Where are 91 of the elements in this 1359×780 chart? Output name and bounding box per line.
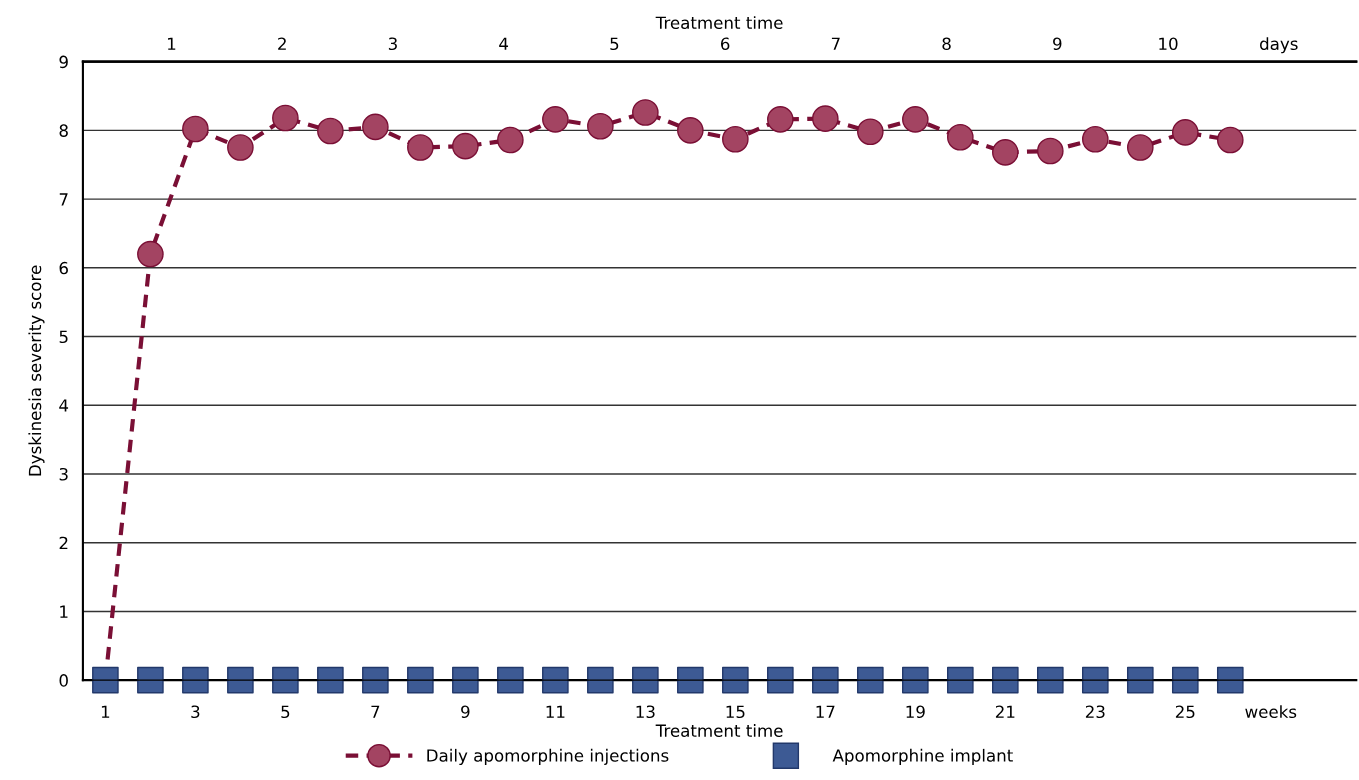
point: [1126, 134, 1154, 161]
x-tick-label: 15: [726, 705, 745, 719]
x2-tick-label: 10: [1159, 37, 1178, 51]
point: [722, 125, 749, 153]
x-tick-label: weeks: [1245, 705, 1297, 719]
point: [722, 666, 749, 694]
point: [992, 139, 1019, 166]
x-tick-label: 23: [1085, 705, 1105, 719]
x-tick-label: 7: [371, 705, 380, 718]
y-tick-label: 1: [60, 605, 68, 618]
x2-tick-label: 4: [499, 37, 509, 50]
point: [587, 666, 614, 694]
point: [542, 106, 569, 133]
point: [407, 134, 434, 161]
point: [497, 126, 524, 154]
point: [452, 132, 479, 160]
point: [632, 99, 659, 126]
point: [767, 106, 794, 133]
x2-tick-label: 6: [720, 37, 730, 51]
x-tick-label: 13: [636, 705, 655, 719]
point: [1036, 666, 1064, 694]
x-tick-label: 21: [995, 705, 1015, 718]
point: [452, 666, 479, 694]
point: [857, 118, 884, 146]
point: [137, 666, 164, 694]
point: [1216, 126, 1244, 154]
point: [857, 666, 884, 694]
y-tick-label: 3: [59, 467, 68, 481]
x2-tick-label: days: [1260, 37, 1298, 54]
y-tick-label: 7: [59, 193, 68, 206]
y-tick-label: 6: [59, 261, 68, 275]
x-tick-label: 11: [546, 705, 565, 718]
x2-tick-label: 1: [168, 37, 176, 50]
point: [812, 105, 839, 132]
x2-tick-label: 2: [278, 37, 286, 50]
point: [1081, 666, 1109, 694]
y-tick-label: 9: [59, 55, 68, 69]
x-tick-label: 19: [906, 705, 925, 719]
x-tick-label: 3: [191, 705, 200, 719]
x-tick-label: 1: [101, 705, 110, 718]
y-tick-label: 0: [59, 674, 68, 687]
point: [362, 113, 389, 141]
x-axis-title: Treatment time: [655, 724, 783, 737]
x2-tick-label: 8: [942, 37, 951, 51]
point: [227, 666, 254, 694]
point: [1216, 666, 1244, 694]
x2-tick-label: 5: [610, 37, 619, 51]
point: [902, 666, 929, 694]
point: [1126, 666, 1154, 694]
x-tick-label: 17: [816, 705, 835, 718]
legend-label: Daily apomorphine injections: [427, 748, 669, 765]
point: [137, 240, 164, 268]
point: [1036, 137, 1064, 165]
point: [182, 666, 209, 694]
point: [317, 117, 344, 145]
y-tick-label: 8: [59, 124, 68, 137]
x-tick-label: 9: [461, 705, 470, 719]
point: [1171, 666, 1199, 694]
point: [677, 117, 704, 144]
x2-axis-title: Treatment time: [655, 16, 783, 30]
x2-tick-label: 3: [388, 37, 397, 51]
point: [947, 666, 974, 694]
x-tick-label: 25: [1175, 705, 1195, 719]
point: [227, 134, 254, 161]
y-axis-title: Dyskinesia severity score: [28, 265, 45, 476]
legend-label: Apomorphine implant: [832, 748, 1013, 765]
point: [497, 666, 524, 694]
point: [317, 666, 344, 694]
point: [677, 666, 704, 694]
point: [902, 106, 929, 133]
point: [272, 104, 299, 132]
point: [812, 666, 839, 694]
y-tick-label: 5: [59, 330, 68, 344]
y-tick-label: 2: [59, 536, 68, 550]
x2-tick-label: 7: [831, 37, 840, 50]
point: [947, 123, 974, 151]
point: [767, 666, 794, 694]
point: [362, 666, 389, 694]
point: [407, 666, 434, 694]
point: [272, 666, 299, 694]
point: [587, 112, 614, 140]
y-tick-label: 4: [59, 399, 69, 412]
point: [632, 666, 659, 694]
point: [992, 666, 1019, 694]
point: [92, 666, 119, 694]
point: [1081, 125, 1109, 153]
point: [542, 666, 569, 694]
point: [182, 115, 209, 143]
x-tick-label: 5: [281, 705, 290, 719]
x2-tick-label: 9: [1053, 37, 1062, 51]
point: [1171, 119, 1199, 146]
